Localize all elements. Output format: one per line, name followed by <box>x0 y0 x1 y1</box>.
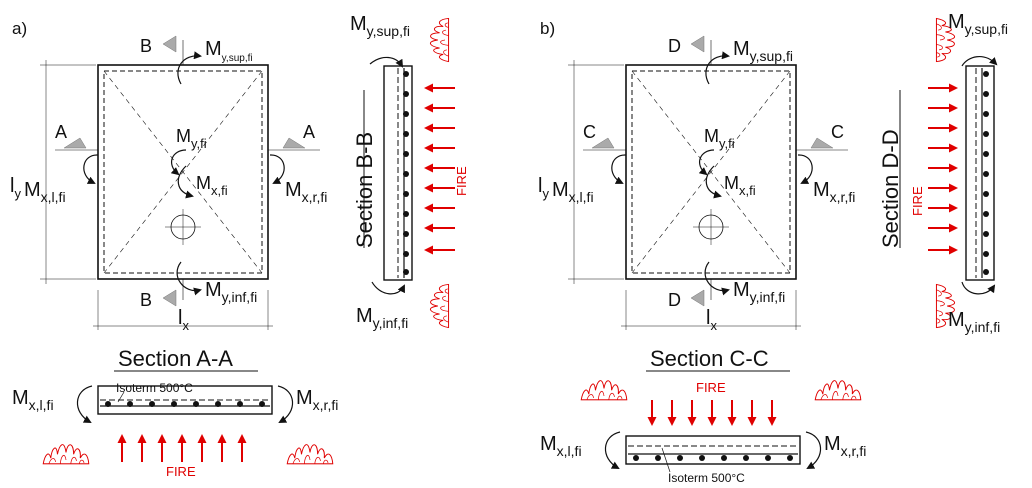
section-side-title-b: Section D-D <box>878 129 903 248</box>
moment-inf-b: My,inf,fi <box>733 279 785 305</box>
dim-lx-a: lx <box>178 307 189 333</box>
moment-right-a: Mx,r,fi <box>285 179 327 205</box>
plan-section-a: Isoterm 500°C Mx,l,fi Mx,r,fi FIRE <box>12 381 338 479</box>
moment-sec-left-b: Mx,l,fi <box>540 433 582 459</box>
moment-right-b: Mx,r,fi <box>813 179 855 205</box>
moment-side-sup-a: My,sup,fi <box>350 13 410 39</box>
section-marker-left-a: A <box>55 122 87 149</box>
svg-text:A: A <box>55 122 67 142</box>
section-marker-top-a: B <box>140 35 177 56</box>
moment-left-a: Mx,l,fi <box>24 179 66 205</box>
svg-text:B: B <box>140 36 152 56</box>
section-marker-bottom-a: B <box>140 289 177 310</box>
section-marker-right-a: A <box>282 122 315 149</box>
fire-label-plan-b: FIRE <box>696 380 726 395</box>
isoterm-label-b: Isoterm 500°C <box>668 471 745 485</box>
svg-text:A: A <box>303 122 315 142</box>
svg-text:C: C <box>831 122 844 142</box>
moment-side-inf-b: My,inf,fi <box>948 309 1000 335</box>
panel-b-label: b) <box>540 19 555 38</box>
moment-center-x-b: Mx,fi <box>724 173 756 198</box>
moment-inf-a: My,inf,fi <box>205 279 257 305</box>
section-plan-title-a: Section A-A <box>118 346 233 371</box>
moment-center-y-a: My,fi <box>176 126 207 151</box>
isoterm-label-a: Isoterm 500°C <box>116 381 193 395</box>
plan-slab-b <box>568 40 848 330</box>
panel-b: b) D D <box>538 11 1008 485</box>
svg-text:C: C <box>583 122 596 142</box>
section-marker-left-b: C <box>583 122 615 149</box>
fire-label-plan-a: FIRE <box>166 464 196 479</box>
section-marker-right-b: C <box>810 122 844 149</box>
side-section-a: FIRE Section B-B My,sup,fi My,inf,fi <box>350 13 469 331</box>
fire-label-side-a: FIRE <box>454 166 469 196</box>
moment-center-y-b: My,fi <box>704 126 735 151</box>
panel-a: a) B B <box>10 13 469 479</box>
moment-side-inf-a: My,inf,fi <box>356 305 408 331</box>
dim-lx-b: lx <box>706 307 717 333</box>
fire-label-side-b: FIRE <box>910 186 925 216</box>
moment-sec-right-b: Mx,r,fi <box>824 433 866 459</box>
svg-text:D: D <box>668 36 681 56</box>
side-section-b: FIRE Section D-D My,sup,fi My,inf,fi <box>878 11 1008 335</box>
plan-slab-a <box>40 40 320 330</box>
section-plan-title-b: Section C-C <box>650 346 769 371</box>
moment-sec-left-a: Mx,l,fi <box>12 387 54 413</box>
svg-text:B: B <box>140 290 152 310</box>
moment-sup-b: My,sup,fi <box>733 38 793 64</box>
section-marker-bottom-b: D <box>668 289 705 310</box>
svg-text:D: D <box>668 290 681 310</box>
plan-section-b: FIRE Isoterm 500°C Mx,l,fi <box>540 380 866 485</box>
section-marker-top-b: D <box>668 35 705 56</box>
moment-sup-a: My,sup,fi <box>205 38 253 64</box>
moment-sec-right-a: Mx,r,fi <box>296 387 338 413</box>
moment-left-b: Mx,l,fi <box>552 179 594 205</box>
moment-side-sup-b: My,sup,fi <box>948 11 1008 37</box>
moment-center-x-a: Mx,fi <box>196 173 228 198</box>
dim-ly-a: ly <box>10 175 21 201</box>
panel-a-label: a) <box>12 19 27 38</box>
dim-ly-b: ly <box>538 175 549 201</box>
